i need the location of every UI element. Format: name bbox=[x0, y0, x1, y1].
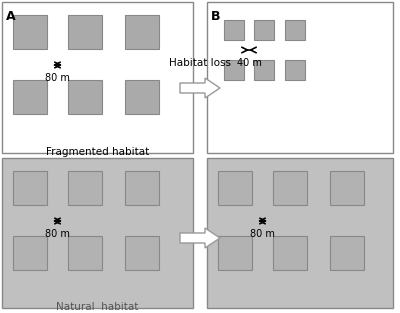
Bar bbox=[273, 171, 307, 205]
Bar bbox=[254, 20, 274, 40]
Bar bbox=[2, 2, 193, 153]
Bar bbox=[125, 236, 159, 270]
Bar bbox=[68, 15, 102, 49]
Polygon shape bbox=[180, 228, 220, 248]
Bar bbox=[224, 20, 244, 40]
Bar bbox=[224, 60, 244, 80]
Bar bbox=[285, 20, 305, 40]
Bar bbox=[218, 236, 252, 270]
Bar bbox=[285, 60, 305, 80]
Bar bbox=[125, 15, 159, 49]
Polygon shape bbox=[180, 78, 220, 98]
Bar bbox=[2, 158, 193, 308]
Bar bbox=[330, 171, 364, 205]
Bar bbox=[207, 158, 393, 308]
Bar bbox=[207, 2, 393, 153]
Bar bbox=[13, 236, 47, 270]
Text: 80 m: 80 m bbox=[250, 229, 275, 239]
Bar bbox=[13, 171, 47, 205]
Text: Natural  habitat: Natural habitat bbox=[56, 302, 139, 312]
Bar bbox=[13, 15, 47, 49]
Bar bbox=[273, 236, 307, 270]
Bar bbox=[330, 236, 364, 270]
Text: 80 m: 80 m bbox=[45, 73, 70, 83]
Text: 40 m: 40 m bbox=[236, 58, 262, 68]
Bar bbox=[68, 236, 102, 270]
Bar bbox=[218, 171, 252, 205]
Text: A: A bbox=[6, 10, 16, 23]
Text: Habitat loss: Habitat loss bbox=[169, 58, 231, 68]
Text: B: B bbox=[211, 10, 220, 23]
Bar bbox=[68, 171, 102, 205]
Bar bbox=[254, 60, 274, 80]
Bar bbox=[13, 80, 47, 114]
Bar bbox=[125, 80, 159, 114]
Text: Fragmented habitat: Fragmented habitat bbox=[46, 147, 149, 157]
Bar bbox=[68, 80, 102, 114]
Text: 80 m: 80 m bbox=[45, 229, 70, 239]
Bar bbox=[125, 171, 159, 205]
